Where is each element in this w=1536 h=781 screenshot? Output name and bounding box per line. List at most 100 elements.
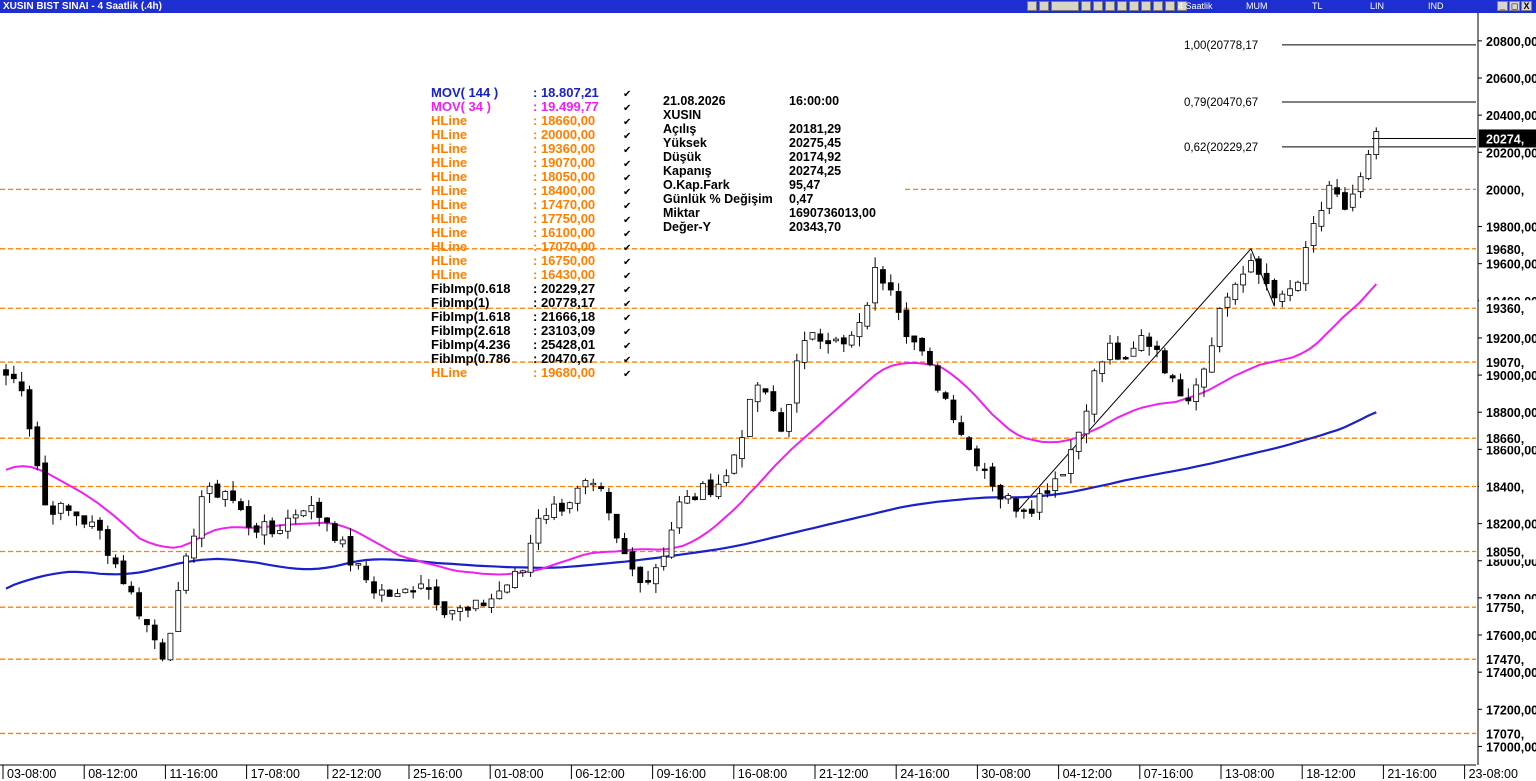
candle-body (825, 340, 832, 345)
y-tick-label: 18200,00 (1486, 518, 1536, 532)
menu-indicators[interactable]: IND (1428, 1, 1444, 11)
candle-body (3, 369, 9, 376)
tool-icon[interactable] (1129, 1, 1139, 11)
legend-value: : 20229,27 (533, 281, 595, 296)
candle (825, 332, 832, 354)
legend-label: HLine (431, 365, 467, 380)
candle (222, 490, 229, 507)
candle (269, 517, 276, 538)
candle-body (1318, 210, 1325, 227)
info-label: Düşük (663, 150, 701, 164)
hline-tag-bg (1479, 300, 1536, 317)
candle (57, 501, 64, 521)
tool-icon[interactable] (1051, 1, 1079, 11)
legend-value: : 19360,00 (533, 141, 595, 156)
candle-body (762, 388, 769, 393)
candle (1083, 404, 1090, 444)
tool-icon[interactable] (1117, 1, 1127, 11)
candle (50, 501, 56, 525)
candle-body (801, 340, 808, 363)
info-label: O.Kap.Fark (663, 178, 730, 192)
candle (621, 532, 628, 555)
tool-icon[interactable] (1093, 1, 1103, 11)
candle (1028, 500, 1035, 518)
tool-icon[interactable] (1081, 1, 1091, 11)
candle (950, 395, 957, 424)
candle (731, 454, 738, 475)
candle (1044, 483, 1051, 498)
candle (903, 302, 910, 344)
candle (386, 589, 393, 597)
close-button[interactable]: X (1521, 1, 1532, 11)
legend-row: FibImp(1.618: 21666,18 ✔ (431, 309, 631, 324)
tool-icon[interactable] (1141, 1, 1151, 11)
tool-icon[interactable] (1105, 1, 1115, 11)
info-value: 20343,70 (789, 220, 841, 234)
candle-body (997, 484, 1004, 500)
candle (378, 583, 385, 602)
candle-body (590, 482, 597, 486)
candle-body (65, 505, 72, 511)
candle-body (723, 475, 730, 483)
hline-tag: 19360, (1486, 302, 1524, 316)
candle (1318, 201, 1325, 232)
candle (1287, 280, 1294, 302)
candle (848, 331, 855, 348)
candle-body (175, 590, 182, 632)
candle (840, 334, 847, 353)
candle (151, 619, 158, 650)
candle (543, 508, 550, 525)
candle-body (167, 632, 174, 661)
candle (872, 257, 879, 311)
price-chart[interactable]: 1,00(20778,170,79(20470,670,62(20229,27 … (0, 13, 1536, 781)
candle (120, 555, 127, 585)
candle-body (425, 587, 432, 590)
candle-body (1279, 293, 1286, 302)
check-icon: ✔ (623, 229, 631, 240)
legend-value: : 20778,17 (533, 295, 595, 310)
candle-body (331, 523, 338, 541)
candle-body (551, 503, 557, 518)
candle (1052, 471, 1059, 498)
x-axis-bg (0, 766, 1536, 781)
candle-body (347, 536, 354, 566)
hline-tag: 18660, (1486, 432, 1524, 446)
candle (1021, 507, 1027, 519)
legend-value: : 16750,00 (533, 253, 595, 268)
candle (144, 618, 150, 633)
info-value: 0,47 (789, 192, 813, 206)
candle-body (191, 535, 197, 559)
minimize-button[interactable]: _ (1497, 1, 1508, 11)
menu-scale[interactable]: LIN (1370, 1, 1385, 11)
menu-chart-type[interactable]: MUM (1246, 1, 1268, 11)
tool-icon[interactable] (1027, 1, 1037, 11)
candle (1146, 332, 1153, 356)
candle-body (606, 491, 612, 514)
candle-body (433, 586, 440, 606)
tool-icon[interactable] (1177, 1, 1187, 11)
candle-body (378, 589, 385, 596)
candle (1130, 341, 1137, 357)
menu-timeframe[interactable]: 4 Saatlik (1178, 1, 1213, 11)
candle-body (26, 389, 33, 430)
candle (1075, 431, 1082, 460)
candle-body (1310, 223, 1317, 246)
candle (590, 478, 597, 492)
tool-icon[interactable] (1153, 1, 1163, 11)
tool-icon[interactable] (1165, 1, 1175, 11)
candle (1208, 337, 1215, 373)
x-tick-label: 13-08:00 (1225, 767, 1274, 781)
hline-tag-bg (1479, 181, 1536, 198)
tool-icon[interactable] (1039, 1, 1049, 11)
candle-body (786, 404, 792, 432)
candle (1373, 127, 1380, 160)
menu-currency[interactable]: TL (1312, 1, 1323, 11)
candle (465, 605, 471, 618)
candle (1177, 373, 1184, 397)
candle (1013, 497, 1019, 518)
candle (1310, 216, 1317, 253)
restore-button[interactable]: ◻ (1509, 1, 1520, 11)
candle (981, 462, 988, 479)
candle-body (159, 642, 166, 660)
candle (895, 283, 902, 321)
